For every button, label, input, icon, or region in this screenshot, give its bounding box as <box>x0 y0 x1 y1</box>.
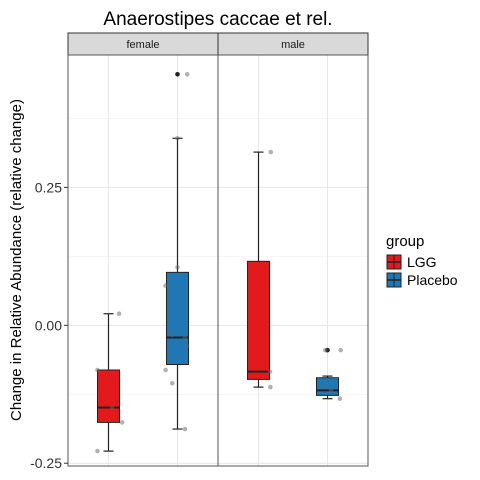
data-point <box>184 72 190 77</box>
data-point <box>182 426 188 432</box>
data-point <box>323 384 328 390</box>
panel-border <box>217 54 369 467</box>
data-point <box>323 347 328 353</box>
panel-background <box>68 55 218 466</box>
data-point <box>109 405 115 410</box>
y-tick-label: 0.00 <box>35 317 62 333</box>
y-tick-label: 0.25 <box>35 179 62 195</box>
legend-entry-placebo: Placebo <box>386 272 458 288</box>
data-point <box>95 448 100 454</box>
legend-label: Placebo <box>407 272 458 288</box>
data-point <box>163 367 168 373</box>
data-point <box>95 367 100 373</box>
chart-title: Anaerostipes caccae et rel. <box>103 9 332 30</box>
data-point <box>267 369 273 374</box>
data-point <box>268 149 274 155</box>
data-point <box>328 388 334 393</box>
data-point <box>163 283 168 288</box>
y-tick-label: -0.25 <box>30 455 62 471</box>
data-point <box>119 420 125 425</box>
data-point <box>268 384 273 390</box>
legend: group LGG Placebo <box>386 233 458 288</box>
y-axis-label: Change in Relative Abundance (relative c… <box>8 99 25 421</box>
data-point <box>169 332 175 338</box>
legend-entry-lgg: LGG <box>386 254 437 270</box>
legend-label: LGG <box>407 254 437 270</box>
box <box>97 369 120 423</box>
data-point <box>337 396 343 401</box>
data-point <box>338 347 344 353</box>
boxplot-female-lgg <box>97 313 120 452</box>
data-point <box>116 311 122 317</box>
panel-background <box>218 55 368 466</box>
data-point <box>175 136 180 141</box>
facet-label: male <box>281 39 305 51</box>
facet-panel-female: female <box>67 32 219 467</box>
boxplot-female-placebo <box>166 72 189 430</box>
legend-title: group <box>386 233 424 250</box>
box <box>247 260 270 380</box>
data-point <box>184 343 190 349</box>
facet-label: female <box>126 39 159 51</box>
boxplot-male-lgg <box>247 151 270 388</box>
data-point <box>175 265 180 270</box>
data-point <box>169 380 175 386</box>
box <box>166 271 189 365</box>
data-point <box>182 335 188 340</box>
facet-panel-male: male <box>217 32 369 467</box>
outlier-point <box>175 72 180 77</box>
